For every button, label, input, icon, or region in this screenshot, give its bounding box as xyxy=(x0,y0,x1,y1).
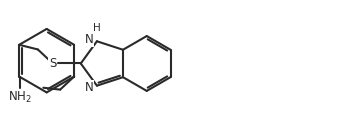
Text: N: N xyxy=(84,81,93,94)
Text: N: N xyxy=(84,33,93,46)
Text: NH$_2$: NH$_2$ xyxy=(8,90,32,105)
Text: H: H xyxy=(93,23,101,33)
Text: S: S xyxy=(49,57,56,70)
